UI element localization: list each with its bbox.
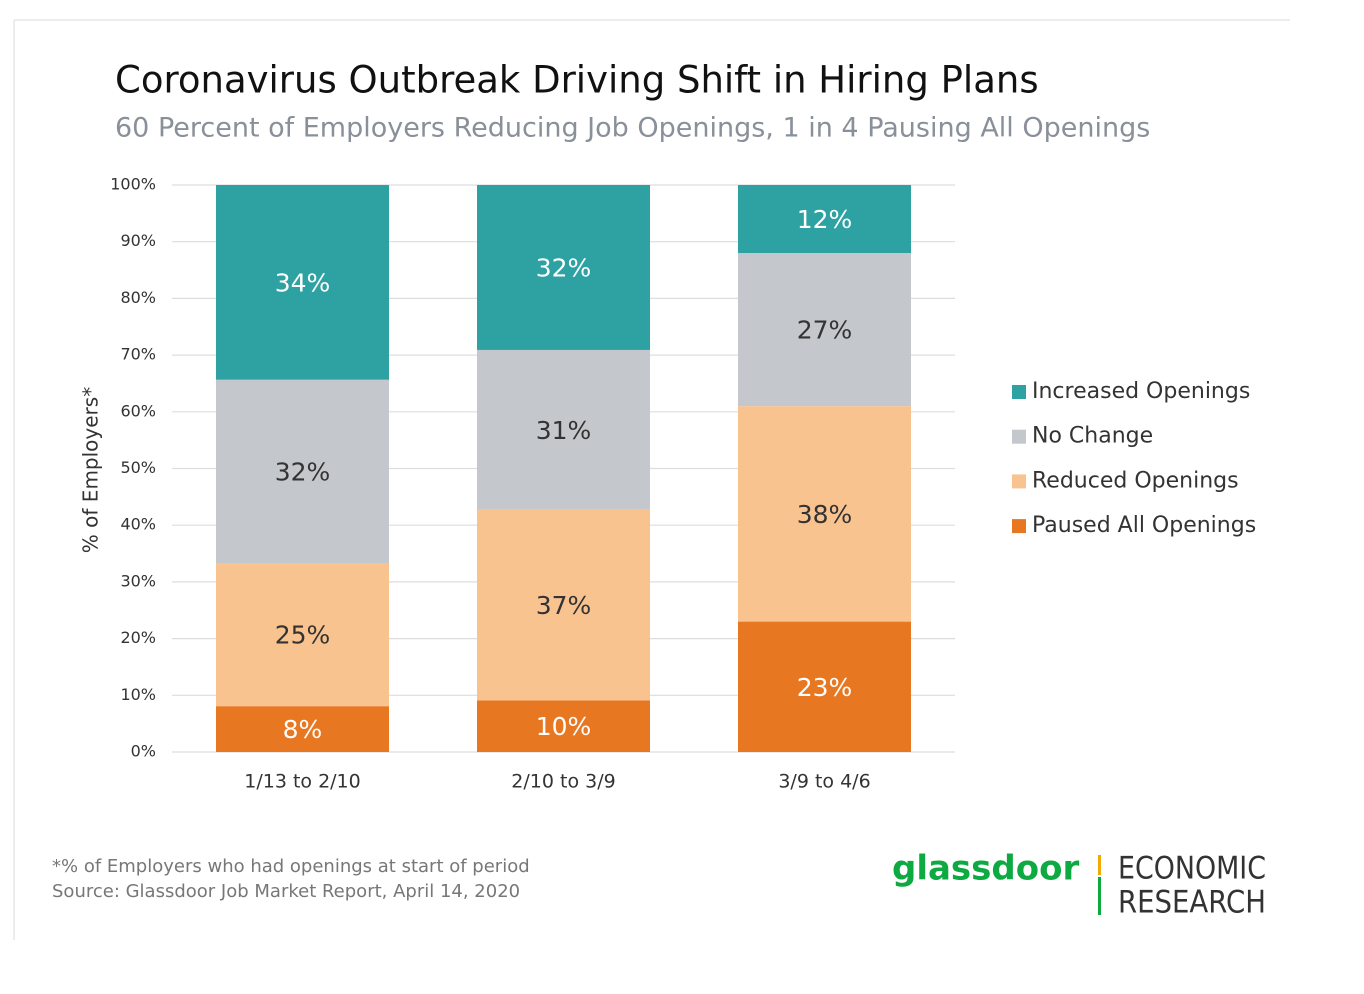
y-tick-label: 60% <box>120 401 156 420</box>
y-tick-label: 70% <box>120 345 156 364</box>
data-label: 27% <box>797 316 853 345</box>
logo-unit: RESEARCH <box>1118 885 1266 921</box>
bar-segment <box>477 349 650 510</box>
bar-segment <box>738 621 911 752</box>
y-tick-label: 30% <box>120 571 156 590</box>
data-label: 37% <box>536 591 592 620</box>
y-tick-label: 50% <box>120 458 156 477</box>
data-label: 25% <box>275 621 331 650</box>
bar-segment <box>216 379 389 563</box>
legend-label: No Change <box>1032 424 1153 449</box>
data-label: 10% <box>536 712 592 741</box>
footnote: Source: Glassdoor Job Market Report, Apr… <box>52 881 520 902</box>
chart-title: Coronavirus Outbreak Driving Shift in Hi… <box>115 59 1039 102</box>
y-tick-label: 10% <box>120 685 156 704</box>
legend-swatch <box>1012 474 1026 489</box>
legend-swatch <box>1012 385 1026 399</box>
data-label: 38% <box>797 500 853 529</box>
data-label: 32% <box>536 253 592 282</box>
x-tick-label: 1/13 to 2/10 <box>244 771 361 793</box>
y-tick-label: 100% <box>110 175 156 194</box>
legend-swatch <box>1012 519 1026 534</box>
data-label: 31% <box>536 416 592 445</box>
bar-segment <box>738 185 911 254</box>
y-tick-label: 90% <box>120 231 156 250</box>
legend-label: Increased Openings <box>1032 379 1250 404</box>
chart-subtitle: 60 Percent of Employers Reducing Job Ope… <box>115 113 1150 144</box>
data-label: 12% <box>797 205 853 234</box>
y-axis-label: % of Employers* <box>79 387 103 553</box>
logo-separator <box>1098 855 1101 875</box>
logo-separator <box>1098 877 1101 915</box>
bar-segment <box>216 706 389 752</box>
logo-brand: glassdoor <box>892 849 1079 889</box>
bar-segment <box>216 563 389 707</box>
y-tick-label: 80% <box>120 288 156 307</box>
y-tick-label: 40% <box>120 515 156 534</box>
data-label: 34% <box>275 268 331 297</box>
bar-segment <box>477 185 650 350</box>
y-tick-label: 0% <box>131 742 156 761</box>
data-label: 8% <box>283 715 323 744</box>
y-tick-label: 20% <box>120 628 156 647</box>
legend-swatch <box>1012 429 1026 444</box>
x-tick-label: 3/9 to 4/6 <box>778 771 870 793</box>
footnote: *% of Employers who had openings at star… <box>52 856 530 877</box>
bar-segment <box>738 406 911 622</box>
legend-label: Reduced Openings <box>1032 468 1239 493</box>
bar-segment <box>477 700 650 752</box>
bar-segment <box>738 253 911 407</box>
legend-label: Paused All Openings <box>1032 513 1256 538</box>
bar-segment <box>477 509 650 701</box>
data-label: 23% <box>797 673 853 702</box>
logo-unit: ECONOMIC <box>1118 851 1266 887</box>
bar-segment <box>216 185 389 380</box>
data-label: 32% <box>275 457 331 486</box>
x-tick-label: 2/10 to 3/9 <box>511 771 615 793</box>
